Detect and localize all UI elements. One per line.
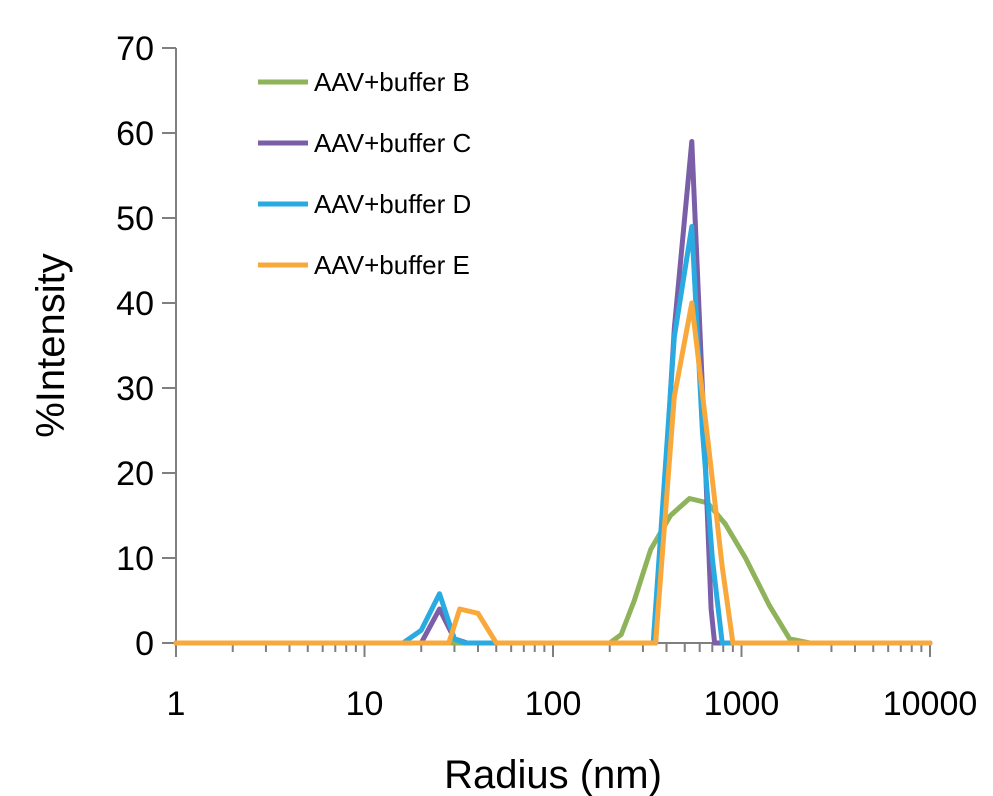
y-tick-label: 10	[116, 540, 154, 578]
x-tick-label: 10000	[883, 685, 978, 723]
y-tick-label: 20	[116, 455, 154, 493]
series-line	[173, 139, 933, 646]
legend-label: AAV+buffer E	[314, 250, 470, 280]
x-tick-label: 10	[346, 685, 384, 723]
y-axis-title: %Intensity	[29, 253, 73, 438]
series-line	[173, 496, 933, 646]
x-axis-ticks: 1 10 100 1000 10000	[167, 643, 978, 723]
y-tick-label: 30	[116, 370, 154, 408]
y-axis-ticks: 0 10 20 30 40 50 60 70	[116, 30, 176, 663]
legend-label: AAV+buffer D	[314, 189, 471, 219]
y-tick-label: 0	[135, 625, 154, 663]
y-tick-label: 50	[116, 200, 154, 238]
y-tick-label: 60	[116, 115, 154, 153]
chart-axes	[175, 48, 930, 644]
legend: AAV+buffer B AAV+buffer C AAV+buffer D AAV+…	[258, 67, 471, 280]
x-tick-label: 1000	[704, 685, 780, 723]
legend-label: AAV+buffer B	[314, 67, 470, 97]
series-line	[173, 300, 933, 646]
y-tick-label: 70	[116, 30, 154, 68]
series-line	[173, 224, 933, 646]
legend-label: AAV+buffer C	[314, 128, 471, 158]
x-tick-label: 1	[167, 685, 186, 723]
x-axis-title: Radius (nm)	[444, 753, 662, 796]
x-tick-label: 100	[525, 685, 582, 723]
series-layer	[173, 139, 933, 646]
y-tick-label: 40	[116, 285, 154, 323]
